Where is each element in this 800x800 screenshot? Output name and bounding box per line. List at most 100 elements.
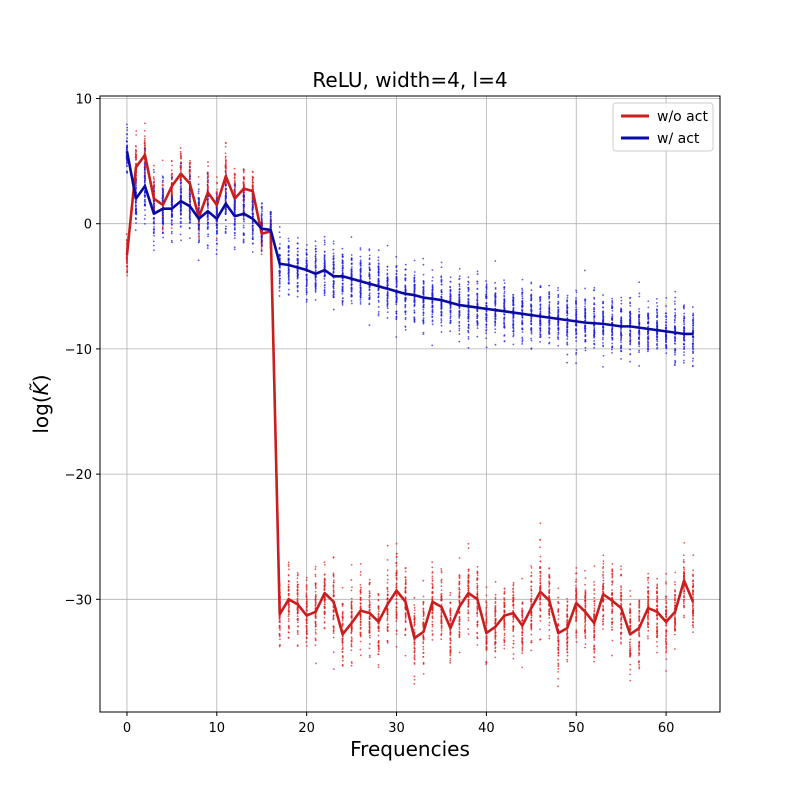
scatter-point-wo-act xyxy=(323,616,326,619)
scatter-point-w-act xyxy=(224,183,227,186)
scatter-point-wo-act xyxy=(395,633,398,636)
scatter-point-wo-act xyxy=(341,640,344,643)
scatter-point-wo-act xyxy=(449,614,452,616)
scatter-point-wo-act xyxy=(377,663,380,666)
scatter-point-w-act xyxy=(179,226,182,228)
scatter-point-wo-act xyxy=(440,622,443,625)
scatter-point-w-act xyxy=(234,226,236,229)
scatter-point-wo-act xyxy=(674,622,676,624)
scatter-point-wo-act xyxy=(386,587,389,589)
scatter-point-wo-act xyxy=(593,660,595,663)
scatter-point-wo-act xyxy=(305,637,308,640)
scatter-point-wo-act xyxy=(566,641,568,644)
scatter-point-wo-act xyxy=(449,612,452,615)
scatter-point-w-act xyxy=(162,223,165,226)
scatter-point-wo-act xyxy=(341,655,344,658)
scatter-point-wo-act xyxy=(638,660,640,663)
scatter-point-wo-act xyxy=(485,642,488,645)
scatter-point-wo-act xyxy=(548,634,551,637)
scatter-point-wo-act xyxy=(557,640,560,642)
scatter-point-wo-act xyxy=(548,573,550,576)
scatter-point-wo-act xyxy=(512,583,515,586)
scatter-point-w-act xyxy=(278,247,281,250)
scatter-point-wo-act xyxy=(512,599,515,602)
scatter-point-wo-act xyxy=(216,188,219,191)
scatter-point-wo-act xyxy=(404,576,407,579)
scatter-point-wo-act xyxy=(530,598,533,601)
scatter-point-wo-act xyxy=(287,615,290,618)
scatter-point-w-act xyxy=(270,223,272,225)
scatter-point-w-act xyxy=(224,198,227,200)
scatter-point-wo-act xyxy=(494,580,497,583)
scatter-point-wo-act xyxy=(494,615,497,618)
scatter-point-w-act xyxy=(197,202,200,205)
scatter-point-wo-act xyxy=(467,602,470,605)
scatter-point-wo-act xyxy=(350,589,353,592)
scatter-point-w-act xyxy=(144,183,146,186)
scatter-point-w-act xyxy=(261,213,263,216)
scatter-point-wo-act xyxy=(476,574,479,577)
scatter-point-wo-act xyxy=(665,615,668,618)
scatter-point-wo-act xyxy=(539,555,542,558)
scatter-point-wo-act xyxy=(629,595,632,598)
scatter-point-wo-act xyxy=(467,605,470,608)
scatter-point-w-act xyxy=(215,207,218,210)
scatter-point-w-act xyxy=(216,242,218,245)
scatter-point-wo-act xyxy=(305,576,308,579)
scatter-point-wo-act xyxy=(503,587,506,590)
scatter-point-w-act xyxy=(242,209,245,212)
scatter-point-wo-act xyxy=(602,574,604,577)
scatter-point-wo-act xyxy=(413,675,416,678)
scatter-point-wo-act xyxy=(602,591,605,593)
scatter-point-wo-act xyxy=(144,122,146,125)
scatter-point-w-act xyxy=(144,201,147,204)
scatter-point-wo-act xyxy=(539,607,542,610)
scatter-point-w-act xyxy=(135,221,137,224)
scatter-point-wo-act xyxy=(674,625,676,628)
scatter-point-wo-act xyxy=(566,648,569,651)
scatter-point-wo-act xyxy=(332,651,335,654)
scatter-point-wo-act xyxy=(503,618,506,620)
scatter-point-wo-act xyxy=(359,588,362,591)
scatter-point-wo-act xyxy=(557,654,560,657)
scatter-point-w-act xyxy=(198,227,200,230)
scatter-point-w-act xyxy=(260,217,263,219)
scatter-point-w-act xyxy=(162,177,165,179)
scatter-point-wo-act xyxy=(575,596,578,599)
scatter-point-w-act xyxy=(162,214,164,217)
scatter-point-w-act xyxy=(179,179,182,182)
scatter-point-w-act xyxy=(188,212,191,215)
scatter-point-wo-act xyxy=(494,644,496,646)
scatter-point-wo-act xyxy=(656,600,659,603)
scatter-point-wo-act xyxy=(287,563,290,566)
scatter-point-wo-act xyxy=(224,141,227,144)
scatter-point-wo-act xyxy=(215,176,218,178)
scatter-point-wo-act xyxy=(449,642,452,645)
scatter-point-w-act xyxy=(242,206,245,209)
scatter-point-wo-act xyxy=(170,169,173,172)
scatter-point-wo-act xyxy=(143,142,146,145)
scatter-point-wo-act xyxy=(332,636,335,639)
scatter-point-wo-act xyxy=(404,654,407,657)
scatter-point-wo-act xyxy=(494,596,497,599)
scatter-point-wo-act xyxy=(548,595,550,598)
scatter-point-wo-act xyxy=(521,634,524,636)
scatter-point-wo-act xyxy=(494,606,497,608)
scatter-point-wo-act xyxy=(395,606,398,609)
scatter-point-wo-act xyxy=(404,579,407,582)
scatter-point-wo-act xyxy=(647,581,650,584)
scatter-point-wo-act xyxy=(287,594,290,597)
scatter-point-wo-act xyxy=(332,610,335,613)
scatter-point-wo-act xyxy=(359,574,362,576)
scatter-point-wo-act xyxy=(332,632,335,634)
scatter-point-w-act xyxy=(216,232,218,235)
scatter-point-w-act xyxy=(233,206,236,208)
scatter-point-wo-act xyxy=(593,597,596,599)
scatter-point-w-act xyxy=(188,210,191,213)
scatter-point-wo-act xyxy=(584,634,587,637)
scatter-point-wo-act xyxy=(530,626,532,629)
scatter-point-wo-act xyxy=(368,595,371,597)
scatter-point-wo-act xyxy=(431,591,434,594)
scatter-point-wo-act xyxy=(449,649,452,652)
scatter-point-wo-act xyxy=(566,638,568,641)
